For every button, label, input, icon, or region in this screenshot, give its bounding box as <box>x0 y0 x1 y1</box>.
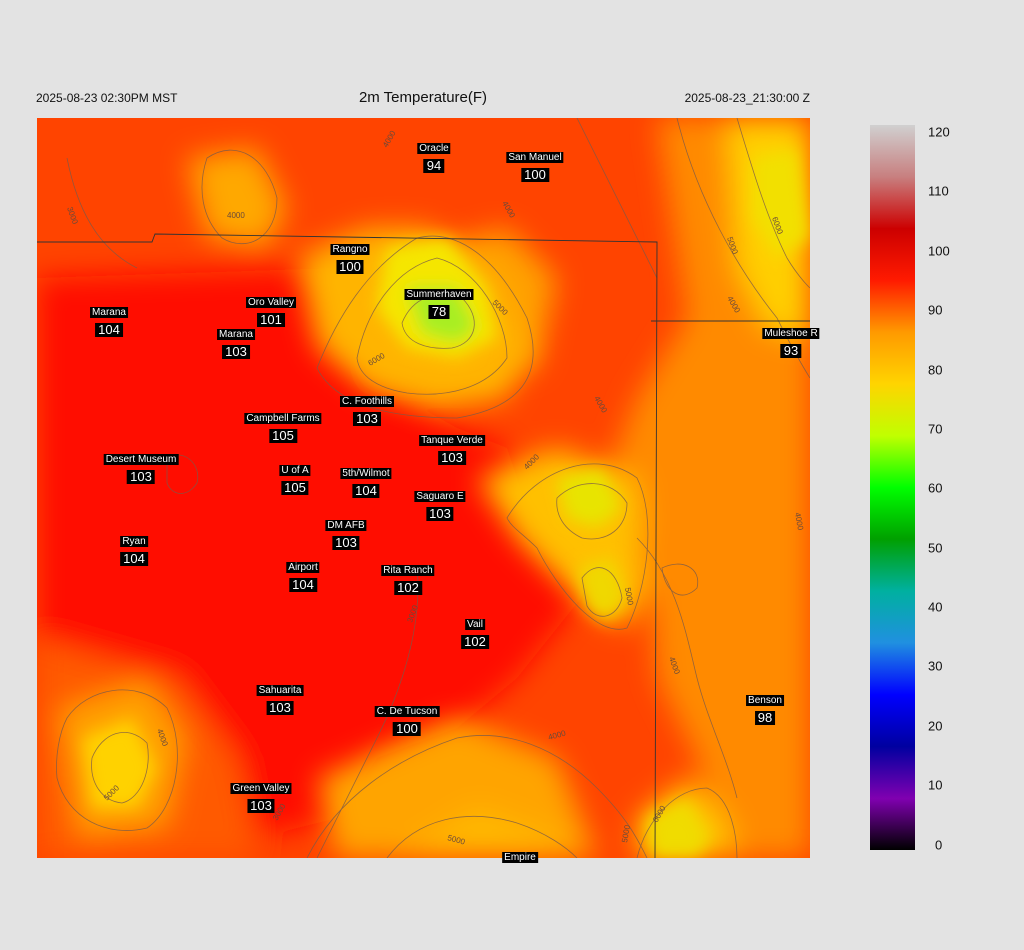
station-name: DM AFB <box>325 520 367 531</box>
colorbar-tick: 0 <box>935 837 943 853</box>
station-name: Desert Museum <box>103 454 179 465</box>
county-boundaries <box>37 233 810 858</box>
station-marker[interactable]: Benson 98 <box>746 690 784 725</box>
temperature-map[interactable]: 4000 4000 4000 5000 6000 3000 4000 6000 … <box>37 118 820 863</box>
contour-label: 5000 <box>620 824 632 844</box>
station-value: 102 <box>394 581 422 595</box>
station-name: Marana <box>217 329 255 340</box>
station-marker[interactable]: Oro Valley 101 <box>246 292 296 327</box>
station-marker[interactable]: Marana 103 <box>217 324 255 359</box>
station-marker[interactable]: C. De Tucson 100 <box>374 701 440 736</box>
station-name: Rita Ranch <box>381 565 435 576</box>
station-marker[interactable]: Oracle 94 <box>417 138 451 173</box>
station-name: 5th/Wilmot <box>340 468 392 479</box>
station-name: Saguaro E <box>414 491 466 502</box>
station-name: Oro Valley <box>246 297 296 308</box>
station-value: 103 <box>266 701 294 715</box>
station-name: Marana <box>90 307 128 318</box>
station-marker[interactable]: Desert Museum 103 <box>103 449 179 484</box>
station-value: 103 <box>247 799 275 813</box>
station-marker[interactable]: Muleshoe R 93 <box>762 323 820 358</box>
valid-time-local: 2025-08-23 02:30PM MST <box>36 91 178 105</box>
station-value: 93 <box>780 344 802 358</box>
colorbar-tick: 10 <box>928 777 943 793</box>
colorbar-tick: 80 <box>928 362 943 378</box>
station-value: 103 <box>222 345 250 359</box>
station-marker[interactable]: C. Foothills 103 <box>339 391 395 426</box>
station-name: C. De Tucson <box>374 706 440 717</box>
colorbar-tick: 120 <box>928 124 950 140</box>
station-marker[interactable]: DM AFB 103 <box>325 515 367 550</box>
station-name: Rangno <box>330 244 370 255</box>
station-marker[interactable]: Rangno 100 <box>330 239 370 274</box>
station-marker[interactable]: Vail 102 <box>461 614 489 649</box>
station-value: 104 <box>95 323 123 337</box>
station-marker[interactable]: Airport 104 <box>286 557 320 592</box>
station-name: Sahuarita <box>256 685 304 696</box>
station-value: 104 <box>352 484 380 498</box>
station-name: Campbell Farms <box>244 413 322 424</box>
station-value: 101 <box>257 313 285 327</box>
station-marker[interactable]: 5th/Wilmot 104 <box>340 463 392 498</box>
station-value: 100 <box>336 260 364 274</box>
map-title: 2m Temperature(F) <box>358 89 488 106</box>
station-name: Muleshoe R <box>762 328 820 339</box>
colorbar-tick: 100 <box>928 243 950 259</box>
station-marker[interactable]: Campbell Farms 105 <box>244 408 322 443</box>
station-value: 103 <box>332 536 360 550</box>
valid-time-utc: 2025-08-23_21:30:00 Z <box>684 91 810 105</box>
station-value: 103 <box>426 507 454 521</box>
station-value: 103 <box>353 412 381 426</box>
station-marker[interactable]: San Manuel 100 <box>506 147 564 182</box>
colorbar-tick: 90 <box>928 302 943 318</box>
colorbar-tick: 60 <box>928 480 943 496</box>
colorbar-tick: 30 <box>928 658 943 674</box>
station-value: 102 <box>461 635 489 649</box>
station-marker[interactable]: Green Valley 103 <box>230 778 292 813</box>
station-marker[interactable]: Ryan 104 <box>120 531 148 566</box>
station-name: Empire <box>502 852 538 863</box>
station-name: Vail <box>465 619 485 630</box>
station-value: 104 <box>289 578 317 592</box>
station-marker[interactable]: Empire <box>502 847 538 865</box>
station-name: Airport <box>286 562 320 573</box>
station-name: Summerhaven <box>404 289 474 300</box>
colorbar-tick: 50 <box>928 540 943 556</box>
station-marker[interactable]: Summerhaven 78 <box>404 284 474 319</box>
station-name: Tanque Verde <box>419 435 485 446</box>
station-name: C. Foothills <box>339 396 395 407</box>
station-value: 94 <box>423 159 445 173</box>
station-value: 103 <box>127 470 155 484</box>
contour-label: 5000 <box>623 587 635 607</box>
elevation-contours <box>56 118 810 858</box>
station-value: 105 <box>281 481 309 495</box>
station-value: 100 <box>393 722 421 736</box>
colorbar-tick: 20 <box>928 718 943 734</box>
contour-label: 4000 <box>793 512 805 532</box>
station-name: U of A <box>279 465 311 476</box>
station-value: 104 <box>120 552 148 566</box>
station-name: Green Valley <box>230 783 292 794</box>
station-value: 100 <box>521 168 549 182</box>
temperature-colorbar <box>870 125 915 850</box>
colorbar-tick: 110 <box>928 183 949 199</box>
contour-label: 4000 <box>227 211 245 220</box>
station-value: 105 <box>269 429 297 443</box>
station-marker[interactable]: Sahuarita 103 <box>256 680 304 715</box>
station-marker[interactable]: Tanque Verde 103 <box>419 430 485 465</box>
station-value: 78 <box>428 305 450 319</box>
station-name: San Manuel <box>506 152 564 163</box>
station-value: 98 <box>754 711 776 725</box>
station-marker[interactable]: U of A 105 <box>279 460 311 495</box>
station-name: Benson <box>746 695 784 706</box>
colorbar-tick: 40 <box>928 599 943 615</box>
station-name: Oracle <box>417 143 451 154</box>
station-value: 103 <box>438 451 466 465</box>
station-marker[interactable]: Saguaro E 103 <box>414 486 466 521</box>
station-marker[interactable]: Marana 104 <box>90 302 128 337</box>
colorbar-tick: 70 <box>928 421 943 437</box>
station-name: Ryan <box>120 536 148 547</box>
station-marker[interactable]: Rita Ranch 102 <box>381 560 435 595</box>
